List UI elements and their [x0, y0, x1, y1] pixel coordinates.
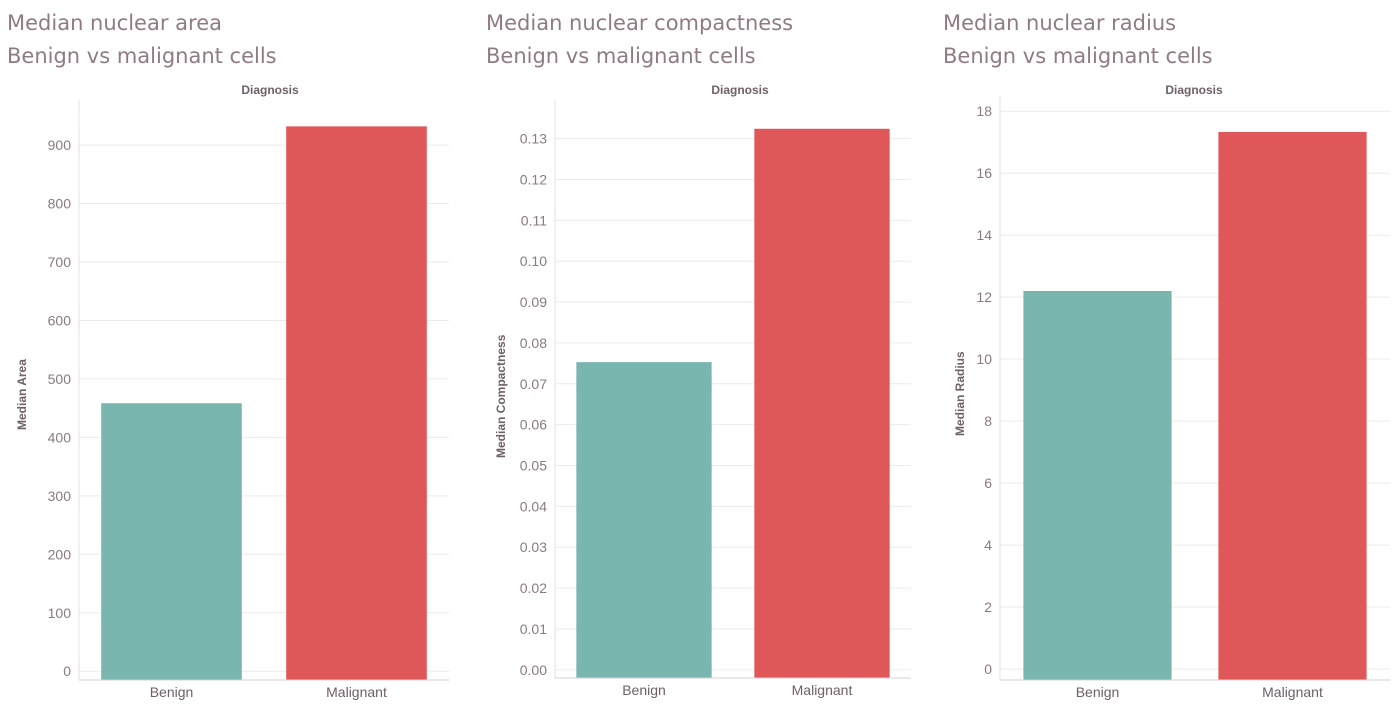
bar-malignant: [754, 128, 890, 678]
bar-benign: [101, 403, 242, 680]
y-tick-label: 0.10: [520, 253, 547, 269]
chart-panel-compactness: Median nuclear compactness Benign vs mal…: [486, 0, 916, 709]
x-tick-label: Benign: [622, 682, 666, 698]
bar-chart-compactness: 0.00 0.01 0.02 0.03 0.04 0.05 0.06 0.07 0.08 0.09…: [520, 100, 911, 698]
y-tick-label: 200: [48, 546, 72, 562]
y-tick-label: 18: [976, 103, 992, 119]
y-tick-label: 8: [984, 413, 992, 429]
y-tick-label: 16: [976, 165, 992, 181]
y-tick-label: 6: [984, 475, 992, 491]
y-tick-label: 14: [976, 227, 992, 243]
column-header: Diagnosis: [241, 83, 299, 97]
bar-benign: [1023, 290, 1172, 680]
y-tick-label: 900: [48, 137, 72, 153]
y-tick-label: 2: [984, 599, 992, 615]
y-tick-label: 700: [48, 254, 72, 270]
y-tick-label: 0.06: [520, 417, 547, 433]
y-tick-label: 0.04: [520, 498, 547, 514]
chart-panel-area: Median nuclear area Benign vs malignant …: [7, 0, 457, 709]
y-tick-label: 400: [48, 429, 72, 445]
y-tick-label: 4: [984, 537, 992, 553]
y-tick-label: 0.00: [520, 662, 547, 678]
chart-subtitle: Benign vs malignant cells: [7, 44, 277, 68]
chart-subtitle: Benign vs malignant cells: [486, 44, 756, 68]
chart-subtitle: Benign vs malignant cells: [943, 44, 1213, 68]
x-tick-label: Malignant: [326, 684, 387, 700]
bar-malignant: [286, 126, 427, 680]
bar-malignant: [1218, 131, 1367, 680]
column-header: Diagnosis: [1165, 83, 1223, 97]
y-tick-label: 0.05: [520, 458, 547, 474]
column-header: Diagnosis: [711, 83, 769, 97]
chart-panel-radius: Median nuclear radius Benign vs malignan…: [943, 0, 1393, 709]
y-tick-label: 0.01: [520, 621, 547, 637]
y-tick-label: 0.12: [520, 171, 547, 187]
chart-title: Median nuclear area: [7, 11, 222, 35]
y-tick-label: 600: [48, 312, 72, 328]
y-tick-label: 100: [48, 605, 72, 621]
y-tick-label: 0: [63, 663, 71, 679]
y-tick-label: 500: [48, 371, 72, 387]
y-tick-label: 0.13: [520, 131, 547, 147]
y-tick-label: 800: [48, 196, 72, 212]
y-tick-label: 12: [976, 289, 992, 305]
y-tick-label: 10: [976, 351, 992, 367]
bar-benign: [576, 362, 712, 678]
y-tick-label: 0.08: [520, 335, 547, 351]
chart-title: Median nuclear compactness: [486, 11, 794, 35]
x-tick-label: Malignant: [792, 682, 853, 698]
y-tick-label: 0: [984, 661, 992, 677]
y-tick-label: 0.07: [520, 376, 547, 392]
x-tick-label: Benign: [1076, 684, 1120, 700]
y-tick-label: 0.02: [520, 580, 547, 596]
y-tick-label: 300: [48, 488, 72, 504]
bar-chart-radius: 0 2 4 6 8 10 12 14 16 18 Benign Malignant: [976, 95, 1390, 700]
y-tick-label: 0.03: [520, 539, 547, 555]
y-tick-label: 0.11: [521, 212, 547, 228]
x-tick-label: Malignant: [1262, 684, 1323, 700]
chart-title: Median nuclear radius: [943, 11, 1177, 35]
x-tick-label: Benign: [150, 684, 194, 700]
bar-chart-area: 0 100 200 300 400 500 600 700 800 900 Benign Malign…: [48, 100, 449, 700]
y-tick-label: 0.09: [520, 294, 547, 310]
